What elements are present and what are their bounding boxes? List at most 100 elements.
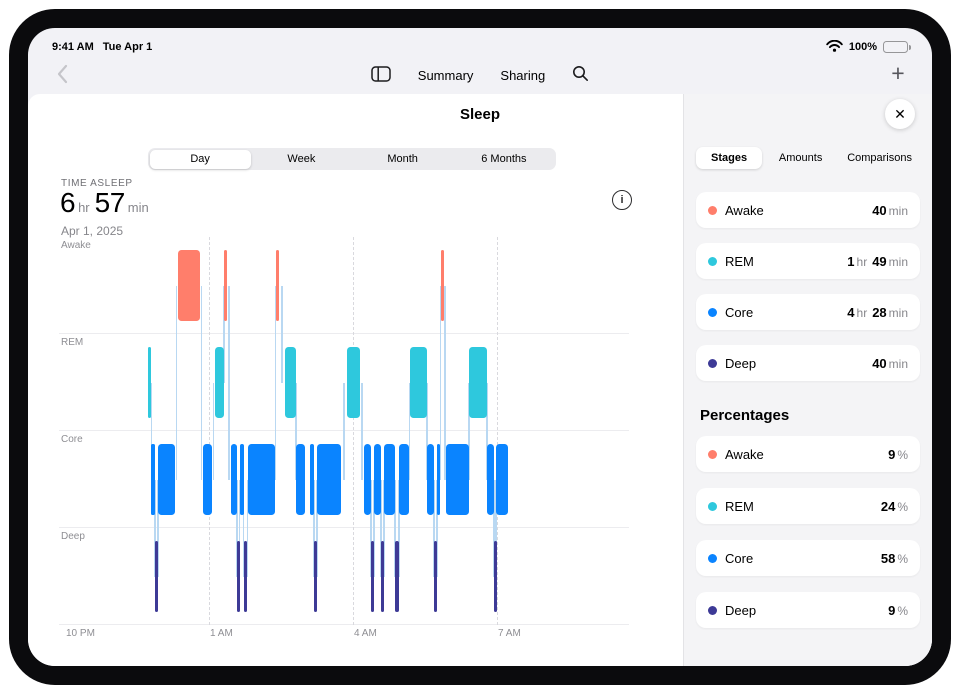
stage-connector [238,479,241,577]
percentages-header: Percentages [700,407,790,424]
stage-connector [468,382,470,480]
x-axis-label: 4 AM [354,628,377,639]
stage-connector [313,479,315,577]
status-bar: 9:41 AM Tue Apr 1 100% [52,38,911,56]
stage-duration-row-rem[interactable]: REM 1 hr 49 min [696,243,920,279]
sleep-segment-awake [276,250,280,321]
sleep-segment-core [437,444,440,515]
percent-number: 24 [880,498,896,514]
stage-duration-row-awake[interactable]: Awake 40 min [696,192,920,228]
chart-row-label: REM [61,337,84,348]
percent-unit: % [897,447,908,462]
duration-number: 1 [847,253,855,269]
stage-connector [433,479,435,577]
stage-duration-row-deep[interactable]: Deep 40 min [696,345,920,381]
stage-connector [373,479,375,577]
stage-connector [223,285,225,383]
page-title: Sleep [459,106,501,123]
stage-connector [380,479,382,577]
wifi-icon [826,39,843,55]
stage-connector [426,382,428,480]
chevron-left-icon [56,64,68,87]
sleep-segment-core [374,444,381,515]
sleep-sheet: Sleep ✕ Day Week Month 6 Months TIME ASLEEP… [28,94,932,666]
chart-row-label: Awake [61,240,91,251]
stage-percent-row-rem[interactable]: REM 24% [696,488,920,524]
sleep-segment-awake [440,250,445,321]
stage-color-dot [708,449,717,459]
back-button[interactable] [48,61,76,89]
time-asleep-value: 6 hr 57 min [60,187,154,219]
sleep-segment-deep [395,541,400,612]
stage-name: Core [725,304,754,320]
duration-unit: hr [856,305,868,320]
close-button[interactable]: ✕ [885,99,915,129]
stage-connector [361,382,363,480]
stage-name: Deep [725,602,757,618]
panel-tab-comparisons[interactable]: Comparisons [847,152,912,164]
search-button[interactable] [572,65,589,85]
sleep-segment-rem [469,347,487,418]
duration-number: 40 [872,202,887,218]
percent-number: 9 [888,602,896,618]
nav-summary[interactable]: Summary [417,67,474,83]
stage-percent-value: 24% [876,499,908,514]
status-date: Tue Apr 1 [102,41,153,53]
sleep-segment-deep [314,541,318,612]
stage-connector [154,479,156,577]
stage-color-dot [708,307,717,317]
x-axis-label: 7 AM [498,628,521,639]
stage-duration-row-core[interactable]: Core 4 hr 28 min [696,294,920,330]
x-axis-label: 10 PM [66,628,95,639]
stage-percent-row-deep[interactable]: Deep 9% [696,592,920,628]
minutes-value: 57 [94,187,126,218]
battery-nub [908,45,911,50]
percent-number: 9 [888,446,896,462]
sleep-segment-core [399,444,410,515]
percent-unit: % [897,603,908,618]
sleep-segment-core [364,444,372,515]
sheet-main: Day Week Month 6 Months TIME ASLEEP 6 hr 57… [28,94,684,666]
stage-connector [398,479,400,577]
add-button[interactable]: + [884,59,912,87]
stage-percent-row-core[interactable]: Core 58% [696,540,920,576]
stage-percent-row-awake[interactable]: Awake 9% [696,436,920,472]
stage-connector [486,382,488,480]
sleep-segment-rem [347,347,361,418]
range-tab-month[interactable]: Month [387,153,418,165]
chart-row-core: Core [59,431,629,528]
x-axis-label: 1 AM [210,628,233,639]
panel-tab-stages[interactable]: Stages [696,147,763,169]
range-tab-week[interactable]: Week [287,153,316,165]
sidebar-toggle-button[interactable] [371,65,391,85]
stage-connector [383,479,385,577]
stage-connector [175,285,178,480]
duration-unit: min [888,356,908,371]
duration-number: 28 [872,304,887,320]
stage-duration-value: 40 min [867,203,908,218]
sleep-segment-core [317,444,341,515]
stage-name: REM [725,253,754,269]
chart-plot[interactable] [59,237,629,625]
stage-connector [200,285,203,480]
range-tab-6-months[interactable]: 6 Months [481,153,527,165]
sleep-segment-core [231,444,237,515]
stage-connector [444,285,446,480]
stage-connector [493,479,495,577]
info-button[interactable]: i [612,190,632,210]
stage-duration-value: 40 min [867,356,908,371]
stage-connector [439,285,442,480]
sidebar-icon [371,65,391,85]
stage-connector [495,479,497,577]
sleep-segment-core [384,444,396,515]
stage-name: REM [725,498,754,514]
sleep-segment-core [239,444,244,515]
panel-tab-amounts[interactable]: Amounts [778,152,823,164]
nav-sharing[interactable]: Sharing [500,67,546,83]
stage-connector [236,479,238,577]
percent-unit: % [897,551,908,566]
stage-percent-value: 58% [876,551,908,566]
range-tab-day[interactable]: Day [149,149,251,169]
stage-color-dot [708,501,717,511]
duration-unit: min [888,203,908,218]
